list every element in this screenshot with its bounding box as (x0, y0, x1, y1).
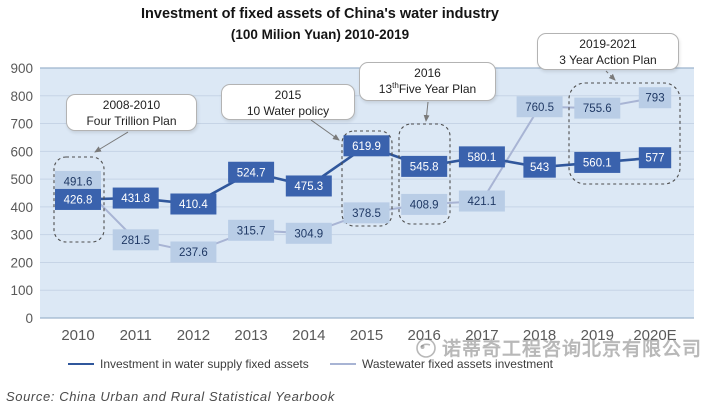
data-label-box (112, 229, 159, 251)
data-label: 431.8 (121, 193, 150, 205)
data-label-box (228, 161, 275, 183)
data-label: 524.7 (237, 167, 266, 179)
chart-legend: Investment in water supply fixed assets … (0, 357, 702, 373)
data-label: 560.1 (583, 157, 612, 169)
y-tick-label: 700 (10, 117, 33, 132)
x-tick-label: 2014 (292, 327, 325, 344)
x-tick-label: 2020E (633, 327, 676, 344)
y-tick-label: 600 (10, 144, 33, 159)
x-tick-label: 2016 (408, 327, 441, 344)
annotation-line: Four Trillion Plan (86, 113, 177, 128)
data-label: 760.5 (525, 102, 554, 114)
annotation-arrow (310, 119, 340, 141)
data-label: 281.5 (121, 235, 150, 247)
annotation-action-plan: 2019-2021 3 Year Action Plan (537, 33, 679, 70)
x-tick-label: 2013 (234, 327, 267, 344)
annotation-line: 2016 (414, 66, 441, 80)
data-label: 545.8 (410, 161, 439, 173)
data-label: 408.9 (410, 199, 439, 211)
y-tick-label: 800 (10, 89, 33, 104)
data-label: 755.6 (583, 103, 612, 115)
y-tick-label: 300 (10, 228, 33, 243)
data-label-box (523, 156, 556, 178)
x-tick-label: 2017 (465, 327, 498, 344)
data-label: 410.4 (179, 199, 208, 211)
data-label-box (55, 170, 101, 192)
region-2016 (398, 123, 451, 225)
data-label-box (458, 146, 505, 168)
data-label-box (574, 151, 621, 173)
annotation-line: 2015 (274, 88, 302, 102)
data-label-box (285, 175, 332, 197)
y-tick-label: 100 (10, 283, 33, 298)
annotation-line: 2008-2010 (102, 98, 161, 112)
y-tick-label: 400 (10, 200, 33, 215)
x-tick-label: 2015 (350, 327, 383, 344)
annotation-line: 10 Water policy (246, 103, 330, 118)
annotation-arrow (423, 101, 430, 122)
annotation-arrow (94, 131, 129, 153)
region-2019-2020 (568, 82, 681, 185)
data-label: 580.1 (468, 152, 497, 164)
data-label-box (638, 147, 672, 169)
annotation-line: 3 Year Action Plan (559, 52, 657, 67)
chart-title: Investment of fixed assets of China's wa… (141, 6, 499, 22)
y-tick-label: 900 (10, 61, 33, 76)
legend-item-wastewater: Wastewater fixed assets investment (330, 357, 553, 371)
data-label-box (401, 155, 448, 177)
data-label-box (228, 219, 275, 241)
data-label: 543 (530, 162, 549, 174)
data-label: 793 (645, 93, 664, 105)
data-label: 315.7 (237, 225, 266, 237)
legend-swatch-wastewater (330, 363, 356, 365)
x-tick-label: 2018 (523, 327, 556, 344)
x-tick-label: 2019 (581, 327, 614, 344)
data-label: 619.9 (352, 141, 381, 153)
data-label: 378.5 (352, 208, 381, 220)
legend-label: Investment in water supply fixed assets (100, 357, 309, 371)
data-label: 491.6 (64, 176, 93, 188)
region-2010 (53, 156, 105, 243)
legend-swatch-water-supply (68, 363, 94, 365)
data-label-box (343, 135, 390, 157)
data-label-box (343, 202, 390, 224)
data-label: 577 (645, 153, 664, 165)
annotation-five-year-plan: 2016 13thFive Year Plan (359, 62, 496, 101)
legend-item-water-supply: Investment in water supply fixed assets (68, 357, 309, 371)
y-tick-label: 200 (10, 255, 33, 270)
data-label-box (170, 241, 217, 263)
annotation-line: 13thFive Year Plan (378, 80, 477, 96)
annotation-water-policy: 2015 10 Water policy (221, 84, 355, 120)
data-label-box (55, 188, 101, 210)
data-label: 304.9 (294, 228, 323, 240)
source-note: Source: China Urban and Rural Statistica… (6, 389, 335, 404)
data-label-box (112, 187, 159, 209)
x-tick-label: 2010 (61, 327, 94, 344)
annotation-line: 2019-2021 (579, 37, 637, 51)
y-tick-label: 500 (10, 172, 33, 187)
data-label: 426.8 (64, 194, 93, 206)
x-tick-label: 2012 (177, 327, 210, 344)
x-tick-label: 2011 (120, 327, 152, 344)
y-tick-label: 0 (25, 311, 33, 326)
data-label-box (638, 87, 672, 109)
data-label-box (574, 97, 621, 119)
legend-label: Wastewater fixed assets investment (362, 357, 553, 371)
data-label: 421.1 (468, 196, 497, 208)
data-label-box (516, 96, 563, 118)
annotation-arrow (605, 70, 616, 81)
annotation-four-trillion-plan: 2008-2010 Four Trillion Plan (66, 94, 197, 131)
data-label: 475.3 (294, 181, 323, 193)
chart-subtitle: (100 Milion Yuan) 2010-2019 (230, 27, 410, 42)
data-label-box (285, 222, 332, 244)
region-2015 (341, 130, 393, 227)
data-label-box (458, 190, 505, 212)
data-label: 237.6 (179, 247, 208, 259)
data-label-box (401, 193, 448, 215)
data-label-box (170, 193, 217, 215)
